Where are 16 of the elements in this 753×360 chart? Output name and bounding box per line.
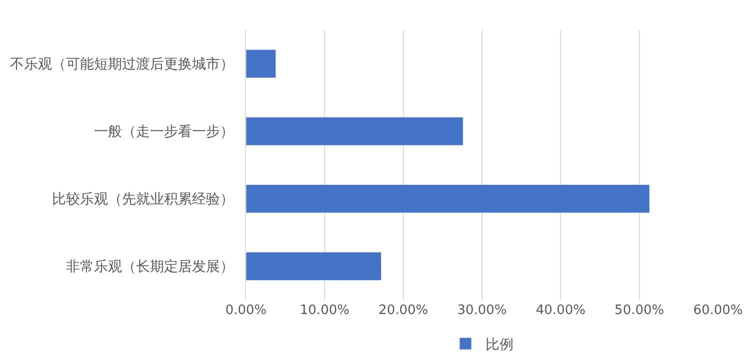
x-tick-label: 0.00% bbox=[225, 303, 267, 318]
y-tick-label: 非常乐观（长期定居发展） bbox=[66, 259, 234, 276]
x-tick-label: 10.00% bbox=[300, 303, 350, 318]
bar bbox=[246, 116, 464, 146]
bar bbox=[246, 252, 382, 281]
x-tick-label: 30.00% bbox=[457, 303, 507, 318]
bar bbox=[246, 49, 276, 78]
y-tick-label: 一般（走一步看一步） bbox=[94, 124, 234, 140]
y-tick-label: 不乐观（可能短期过渡后更换城市） bbox=[10, 56, 234, 73]
y-tick-label: 比较乐观（先就业积累经验） bbox=[52, 192, 234, 208]
x-tick-label: 20.00% bbox=[378, 303, 428, 318]
x-tick-label: 60.00% bbox=[693, 303, 743, 318]
legend-label: 比例 bbox=[486, 337, 514, 354]
bar bbox=[246, 184, 650, 214]
x-tick-label: 40.00% bbox=[536, 303, 586, 318]
x-tick-label: 50.00% bbox=[614, 303, 664, 318]
